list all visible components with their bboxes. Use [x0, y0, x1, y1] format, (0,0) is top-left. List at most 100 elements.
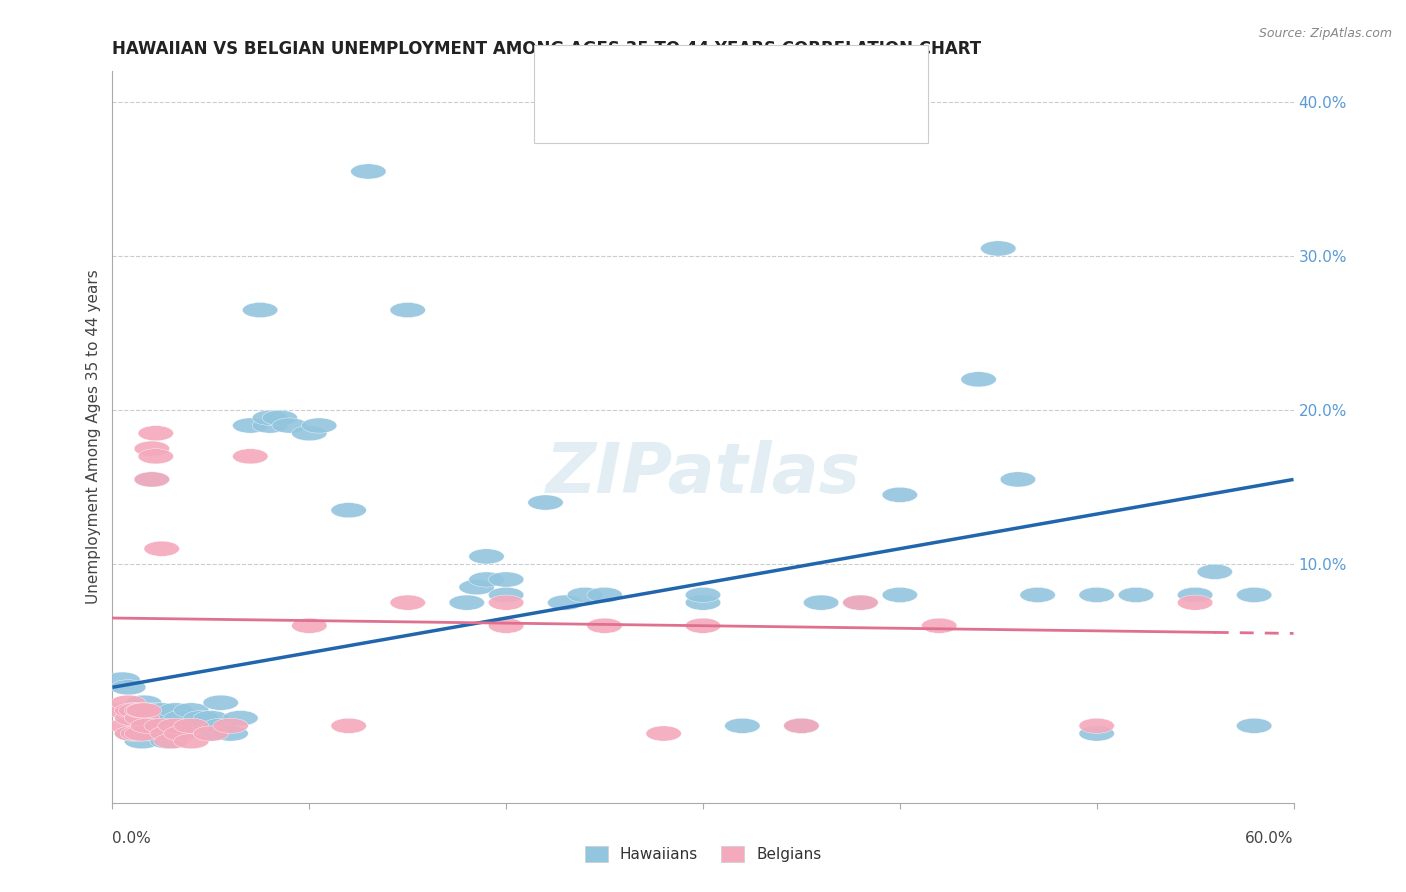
Ellipse shape: [212, 718, 249, 733]
Ellipse shape: [131, 718, 166, 733]
Ellipse shape: [193, 711, 229, 726]
Ellipse shape: [143, 711, 180, 726]
Ellipse shape: [163, 726, 200, 741]
Text: 0.0%: 0.0%: [112, 831, 152, 846]
Text: 60.0%: 60.0%: [1246, 831, 1294, 846]
Ellipse shape: [121, 726, 156, 741]
Ellipse shape: [803, 595, 839, 610]
Ellipse shape: [124, 726, 160, 741]
Ellipse shape: [783, 718, 820, 733]
Ellipse shape: [111, 680, 146, 695]
Ellipse shape: [567, 587, 603, 602]
Ellipse shape: [724, 718, 761, 733]
Ellipse shape: [547, 595, 583, 610]
Ellipse shape: [960, 372, 997, 387]
Ellipse shape: [458, 580, 495, 595]
Ellipse shape: [252, 418, 288, 434]
Ellipse shape: [842, 595, 879, 610]
Ellipse shape: [468, 549, 505, 564]
Ellipse shape: [124, 733, 160, 748]
Ellipse shape: [173, 733, 209, 748]
Ellipse shape: [131, 718, 166, 733]
Ellipse shape: [111, 695, 146, 710]
Ellipse shape: [1078, 718, 1115, 733]
Ellipse shape: [134, 472, 170, 487]
Ellipse shape: [301, 418, 337, 434]
Ellipse shape: [527, 495, 564, 510]
Ellipse shape: [104, 703, 141, 718]
Ellipse shape: [389, 595, 426, 610]
Ellipse shape: [124, 711, 160, 726]
Ellipse shape: [488, 595, 524, 610]
Ellipse shape: [449, 595, 485, 610]
Ellipse shape: [150, 733, 186, 748]
Ellipse shape: [138, 703, 173, 718]
Ellipse shape: [882, 487, 918, 502]
Ellipse shape: [138, 425, 173, 441]
Ellipse shape: [127, 703, 162, 718]
Ellipse shape: [157, 703, 193, 718]
Ellipse shape: [242, 302, 278, 318]
Ellipse shape: [291, 618, 328, 633]
Ellipse shape: [488, 618, 524, 633]
Ellipse shape: [153, 726, 190, 741]
Text: Source: ZipAtlas.com: Source: ZipAtlas.com: [1258, 27, 1392, 40]
Ellipse shape: [127, 695, 162, 710]
Ellipse shape: [124, 703, 160, 718]
Ellipse shape: [645, 726, 682, 741]
Ellipse shape: [131, 703, 166, 718]
Ellipse shape: [118, 703, 153, 718]
Ellipse shape: [468, 572, 505, 587]
Ellipse shape: [138, 449, 173, 464]
Ellipse shape: [980, 241, 1017, 256]
Ellipse shape: [1078, 587, 1115, 602]
Ellipse shape: [252, 410, 288, 425]
Ellipse shape: [921, 618, 957, 633]
Ellipse shape: [232, 418, 269, 434]
Ellipse shape: [212, 726, 249, 741]
Ellipse shape: [1177, 595, 1213, 610]
Ellipse shape: [134, 711, 170, 726]
Ellipse shape: [1118, 587, 1154, 602]
Ellipse shape: [291, 425, 328, 441]
Ellipse shape: [157, 718, 193, 733]
Ellipse shape: [1236, 718, 1272, 733]
Ellipse shape: [104, 672, 141, 687]
Ellipse shape: [350, 164, 387, 179]
Ellipse shape: [1000, 472, 1036, 487]
Ellipse shape: [138, 718, 173, 733]
Ellipse shape: [1019, 587, 1056, 602]
Ellipse shape: [121, 726, 156, 741]
Ellipse shape: [202, 695, 239, 710]
Ellipse shape: [685, 618, 721, 633]
Ellipse shape: [882, 587, 918, 602]
Ellipse shape: [114, 711, 150, 726]
Ellipse shape: [586, 587, 623, 602]
Ellipse shape: [143, 541, 180, 557]
Ellipse shape: [685, 595, 721, 610]
Ellipse shape: [173, 718, 209, 733]
Ellipse shape: [114, 726, 150, 741]
Ellipse shape: [232, 449, 269, 464]
Legend: Hawaiians, Belgians: Hawaiians, Belgians: [578, 840, 828, 868]
Ellipse shape: [153, 711, 190, 726]
Ellipse shape: [143, 703, 180, 718]
Ellipse shape: [330, 502, 367, 518]
Ellipse shape: [389, 302, 426, 318]
Ellipse shape: [183, 711, 219, 726]
Ellipse shape: [1078, 726, 1115, 741]
Ellipse shape: [163, 711, 200, 726]
Ellipse shape: [108, 718, 143, 733]
Text: ZIPatlas: ZIPatlas: [546, 440, 860, 508]
Ellipse shape: [586, 618, 623, 633]
Ellipse shape: [114, 703, 150, 718]
Ellipse shape: [1236, 587, 1272, 602]
Ellipse shape: [114, 703, 150, 718]
Ellipse shape: [134, 726, 170, 741]
Ellipse shape: [134, 441, 170, 456]
Ellipse shape: [685, 587, 721, 602]
Ellipse shape: [330, 718, 367, 733]
Ellipse shape: [488, 587, 524, 602]
Text: HAWAIIAN VS BELGIAN UNEMPLOYMENT AMONG AGES 35 TO 44 YEARS CORRELATION CHART: HAWAIIAN VS BELGIAN UNEMPLOYMENT AMONG A…: [112, 40, 981, 58]
Ellipse shape: [124, 703, 160, 718]
